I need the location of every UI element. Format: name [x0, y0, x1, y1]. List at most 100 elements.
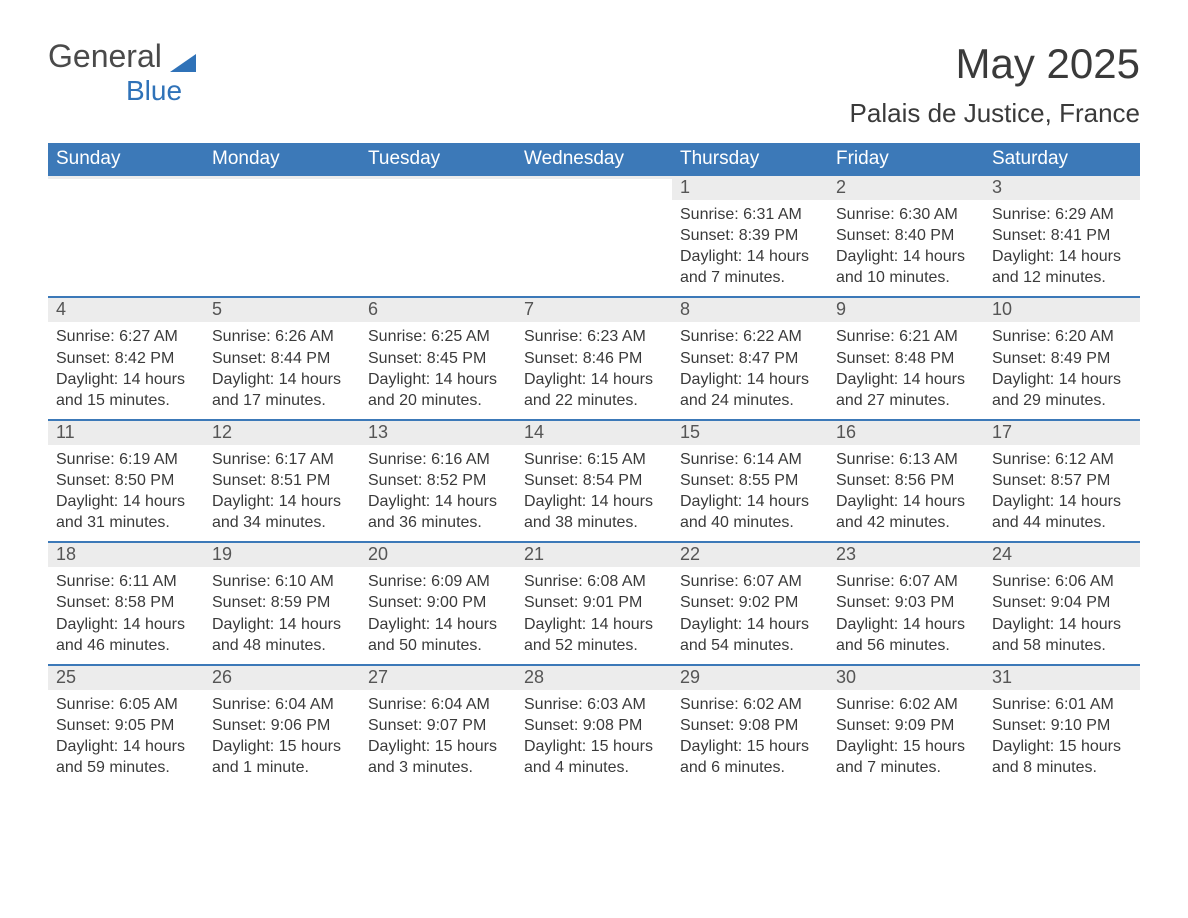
sunset-text: Sunset: 8:57 PM — [992, 470, 1132, 491]
sunset-text: Sunset: 8:56 PM — [836, 470, 976, 491]
logo-word2: Blue — [126, 75, 198, 107]
sunrise-text: Sunrise: 6:22 AM — [680, 326, 820, 347]
day-number: 2 — [828, 176, 984, 200]
day-body: Sunrise: 6:13 AMSunset: 8:56 PMDaylight:… — [828, 445, 984, 541]
week-row: 1Sunrise: 6:31 AMSunset: 8:39 PMDaylight… — [48, 176, 1140, 296]
daylight-text: Daylight: 14 hours and 46 minutes. — [56, 614, 196, 656]
dow-friday: Friday — [828, 143, 984, 176]
daylight-text: Daylight: 14 hours and 20 minutes. — [368, 369, 508, 411]
day-body: Sunrise: 6:16 AMSunset: 8:52 PMDaylight:… — [360, 445, 516, 541]
week-row: 25Sunrise: 6:05 AMSunset: 9:05 PMDayligh… — [48, 664, 1140, 786]
day-body — [204, 179, 360, 191]
day-number: 18 — [48, 543, 204, 567]
day-cell: 22Sunrise: 6:07 AMSunset: 9:02 PMDayligh… — [672, 543, 828, 663]
day-number: 31 — [984, 666, 1140, 690]
week-row: 11Sunrise: 6:19 AMSunset: 8:50 PMDayligh… — [48, 419, 1140, 541]
sunset-text: Sunset: 9:09 PM — [836, 715, 976, 736]
sunset-text: Sunset: 8:59 PM — [212, 592, 352, 613]
day-number: 24 — [984, 543, 1140, 567]
dow-thursday: Thursday — [672, 143, 828, 176]
daylight-text: Daylight: 14 hours and 17 minutes. — [212, 369, 352, 411]
day-cell: 21Sunrise: 6:08 AMSunset: 9:01 PMDayligh… — [516, 543, 672, 663]
sunrise-text: Sunrise: 6:07 AM — [836, 571, 976, 592]
day-number: 30 — [828, 666, 984, 690]
daylight-text: Daylight: 14 hours and 36 minutes. — [368, 491, 508, 533]
day-body: Sunrise: 6:02 AMSunset: 9:08 PMDaylight:… — [672, 690, 828, 786]
day-cell — [360, 176, 516, 296]
sunset-text: Sunset: 8:49 PM — [992, 348, 1132, 369]
day-body: Sunrise: 6:11 AMSunset: 8:58 PMDaylight:… — [48, 567, 204, 663]
day-cell: 19Sunrise: 6:10 AMSunset: 8:59 PMDayligh… — [204, 543, 360, 663]
day-body: Sunrise: 6:25 AMSunset: 8:45 PMDaylight:… — [360, 322, 516, 418]
day-cell: 16Sunrise: 6:13 AMSunset: 8:56 PMDayligh… — [828, 421, 984, 541]
daylight-text: Daylight: 14 hours and 10 minutes. — [836, 246, 976, 288]
sunrise-text: Sunrise: 6:27 AM — [56, 326, 196, 347]
day-cell: 31Sunrise: 6:01 AMSunset: 9:10 PMDayligh… — [984, 666, 1140, 786]
sunrise-text: Sunrise: 6:01 AM — [992, 694, 1132, 715]
day-cell: 2Sunrise: 6:30 AMSunset: 8:40 PMDaylight… — [828, 176, 984, 296]
day-cell: 20Sunrise: 6:09 AMSunset: 9:00 PMDayligh… — [360, 543, 516, 663]
sunset-text: Sunset: 9:06 PM — [212, 715, 352, 736]
sunrise-text: Sunrise: 6:29 AM — [992, 204, 1132, 225]
day-body: Sunrise: 6:02 AMSunset: 9:09 PMDaylight:… — [828, 690, 984, 786]
sunset-text: Sunset: 8:44 PM — [212, 348, 352, 369]
daylight-text: Daylight: 14 hours and 31 minutes. — [56, 491, 196, 533]
sunrise-text: Sunrise: 6:07 AM — [680, 571, 820, 592]
dow-monday: Monday — [204, 143, 360, 176]
sunrise-text: Sunrise: 6:02 AM — [836, 694, 976, 715]
daylight-text: Daylight: 15 hours and 6 minutes. — [680, 736, 820, 778]
day-body: Sunrise: 6:15 AMSunset: 8:54 PMDaylight:… — [516, 445, 672, 541]
day-body — [48, 179, 204, 191]
day-number: 6 — [360, 298, 516, 322]
sunrise-text: Sunrise: 6:12 AM — [992, 449, 1132, 470]
day-body: Sunrise: 6:30 AMSunset: 8:40 PMDaylight:… — [828, 200, 984, 296]
daylight-text: Daylight: 14 hours and 38 minutes. — [524, 491, 664, 533]
daylight-text: Daylight: 14 hours and 12 minutes. — [992, 246, 1132, 288]
sunrise-text: Sunrise: 6:25 AM — [368, 326, 508, 347]
day-body: Sunrise: 6:07 AMSunset: 9:03 PMDaylight:… — [828, 567, 984, 663]
day-cell: 10Sunrise: 6:20 AMSunset: 8:49 PMDayligh… — [984, 298, 1140, 418]
daylight-text: Daylight: 15 hours and 7 minutes. — [836, 736, 976, 778]
daylight-text: Daylight: 14 hours and 48 minutes. — [212, 614, 352, 656]
day-body: Sunrise: 6:29 AMSunset: 8:41 PMDaylight:… — [984, 200, 1140, 296]
sunrise-text: Sunrise: 6:04 AM — [368, 694, 508, 715]
logo-row: General — [48, 40, 198, 79]
day-cell: 29Sunrise: 6:02 AMSunset: 9:08 PMDayligh… — [672, 666, 828, 786]
weeks-container: 1Sunrise: 6:31 AMSunset: 8:39 PMDaylight… — [48, 176, 1140, 786]
day-cell: 15Sunrise: 6:14 AMSunset: 8:55 PMDayligh… — [672, 421, 828, 541]
dow-sunday: Sunday — [48, 143, 204, 176]
day-number: 20 — [360, 543, 516, 567]
day-number: 19 — [204, 543, 360, 567]
sunset-text: Sunset: 8:54 PM — [524, 470, 664, 491]
day-number: 3 — [984, 176, 1140, 200]
sunset-text: Sunset: 9:02 PM — [680, 592, 820, 613]
day-cell: 27Sunrise: 6:04 AMSunset: 9:07 PMDayligh… — [360, 666, 516, 786]
sunrise-text: Sunrise: 6:26 AM — [212, 326, 352, 347]
calendar: Sunday Monday Tuesday Wednesday Thursday… — [48, 143, 1140, 786]
sunset-text: Sunset: 9:07 PM — [368, 715, 508, 736]
daylight-text: Daylight: 14 hours and 24 minutes. — [680, 369, 820, 411]
sunset-text: Sunset: 9:05 PM — [56, 715, 196, 736]
day-body: Sunrise: 6:03 AMSunset: 9:08 PMDaylight:… — [516, 690, 672, 786]
daylight-text: Daylight: 14 hours and 22 minutes. — [524, 369, 664, 411]
sunset-text: Sunset: 8:58 PM — [56, 592, 196, 613]
sunrise-text: Sunrise: 6:04 AM — [212, 694, 352, 715]
day-cell: 17Sunrise: 6:12 AMSunset: 8:57 PMDayligh… — [984, 421, 1140, 541]
sunrise-text: Sunrise: 6:31 AM — [680, 204, 820, 225]
week-row: 4Sunrise: 6:27 AMSunset: 8:42 PMDaylight… — [48, 296, 1140, 418]
day-cell: 26Sunrise: 6:04 AMSunset: 9:06 PMDayligh… — [204, 666, 360, 786]
sunrise-text: Sunrise: 6:17 AM — [212, 449, 352, 470]
day-cell: 12Sunrise: 6:17 AMSunset: 8:51 PMDayligh… — [204, 421, 360, 541]
month-title: May 2025 — [850, 40, 1140, 88]
day-number: 8 — [672, 298, 828, 322]
sunrise-text: Sunrise: 6:05 AM — [56, 694, 196, 715]
daylight-text: Daylight: 15 hours and 4 minutes. — [524, 736, 664, 778]
day-body: Sunrise: 6:17 AMSunset: 8:51 PMDaylight:… — [204, 445, 360, 541]
day-number: 14 — [516, 421, 672, 445]
daylight-text: Daylight: 14 hours and 27 minutes. — [836, 369, 976, 411]
day-body: Sunrise: 6:08 AMSunset: 9:01 PMDaylight:… — [516, 567, 672, 663]
dow-header-row: Sunday Monday Tuesday Wednesday Thursday… — [48, 143, 1140, 176]
sunrise-text: Sunrise: 6:11 AM — [56, 571, 196, 592]
day-body: Sunrise: 6:06 AMSunset: 9:04 PMDaylight:… — [984, 567, 1140, 663]
sunset-text: Sunset: 8:55 PM — [680, 470, 820, 491]
